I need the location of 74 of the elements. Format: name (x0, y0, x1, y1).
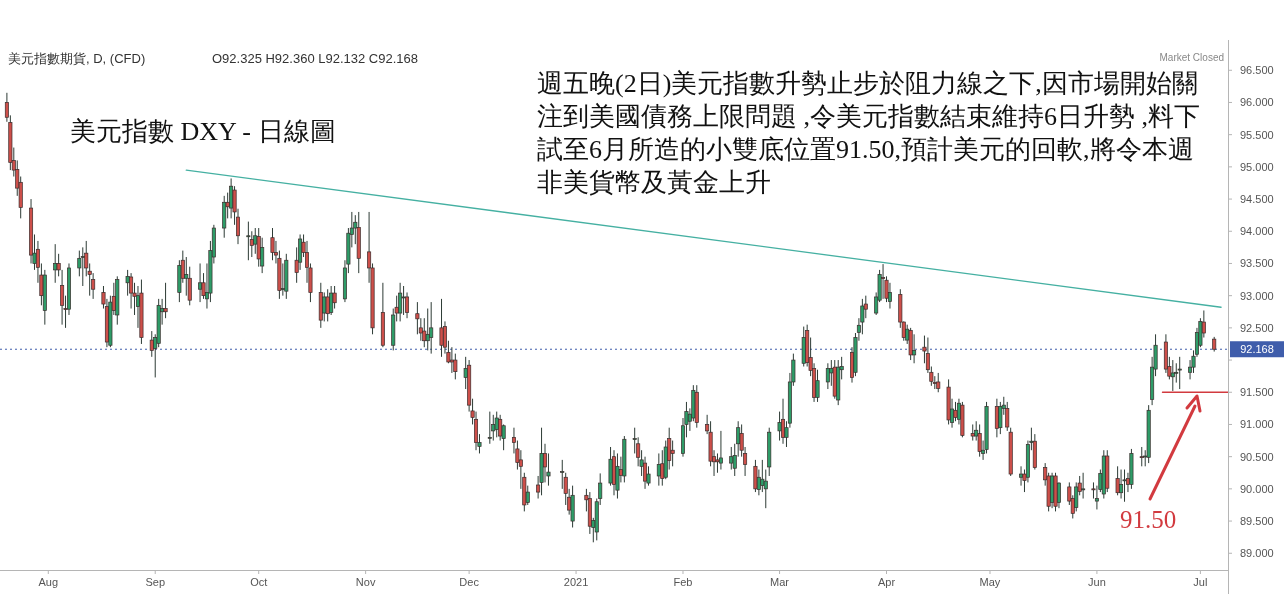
candlestick (332, 285, 337, 310)
candlestick (815, 369, 820, 403)
candlestick (753, 459, 758, 493)
candlestick (881, 263, 886, 300)
candlestick (718, 430, 723, 471)
candlestick (449, 346, 454, 374)
candlestick (715, 452, 720, 474)
y-tick-label: 94.000 (1240, 225, 1274, 238)
x-tick-label: Jun (1088, 576, 1106, 588)
y-tick-label: 93.500 (1240, 257, 1274, 270)
x-tick-label: Jul (1193, 576, 1208, 588)
candlestick (270, 227, 275, 261)
annotation: 美元指數期貨, D, (CFD) (8, 51, 146, 66)
y-tick-label: 96.000 (1240, 96, 1274, 109)
candlestick (125, 269, 130, 297)
candlestick (1119, 469, 1124, 500)
candlestick (325, 288, 330, 322)
y-tick-label: 90.000 (1240, 482, 1274, 495)
y-tick-label: 89.500 (1240, 515, 1274, 528)
x-tick-label: Mar (770, 576, 790, 588)
y-tick-label: 93.000 (1240, 289, 1274, 302)
candlestick (1122, 469, 1127, 503)
x-tick-label: Dec (459, 576, 480, 588)
y-tick-label: 96.500 (1240, 64, 1274, 77)
candlestick (401, 285, 406, 316)
candlestick (912, 333, 917, 364)
candlestick (280, 262, 285, 297)
annotation: 91.50 (1120, 506, 1177, 533)
ref-line-label: 92.168 (1240, 343, 1274, 356)
y-tick-label: 95.500 (1240, 128, 1274, 141)
annotation: Market Closed (1159, 52, 1224, 63)
candlestick (998, 401, 1003, 435)
text: 美元指數 DXY - 日線圖 (70, 117, 336, 146)
candlestick (398, 282, 403, 322)
y-tick-label: 95.000 (1240, 160, 1274, 173)
y-tick-label: 89.000 (1240, 547, 1274, 560)
candlestick (1005, 401, 1010, 432)
y-tick-label: 94.500 (1240, 193, 1274, 206)
x-tick-label: May (979, 576, 1001, 588)
candlestick (429, 301, 434, 355)
candlestick (977, 423, 982, 458)
candlestick (1081, 472, 1086, 500)
y-tick-label: 90.500 (1240, 450, 1274, 463)
candlestick (491, 414, 496, 442)
y-tick-label: 91.000 (1240, 418, 1274, 431)
candlestick (560, 459, 565, 490)
candlestick (615, 452, 620, 500)
candlestick (487, 411, 492, 445)
candlestick (825, 362, 830, 390)
candlestick (439, 298, 444, 358)
candlestick (670, 440, 675, 467)
x-tick-label: Sep (145, 576, 166, 588)
candlestick (1019, 465, 1024, 487)
x-tick-label: Oct (250, 576, 268, 588)
candlestick (246, 221, 251, 261)
x-tick-label: Aug (38, 576, 59, 588)
candlestick (608, 446, 613, 487)
annotation: O92.325 H92.360 L92.132 C92.168 (212, 51, 419, 66)
candlestick (494, 411, 499, 438)
candlestick (543, 443, 547, 483)
x-tick-label: 2021 (563, 576, 589, 588)
x-tick-label: Apr (877, 576, 896, 588)
y-tick-label: 91.500 (1240, 386, 1274, 399)
x-tick-label: Feb (673, 576, 693, 588)
text: 週五晚(2日)美元指數升勢止步於阻力線之下,因市場開始關注到美國債務上限問題 ,令美元指數結束維持6日升勢 ,料下試至6月所造的小雙底位置91.50,預計美元的回軟,將令本週非美貨幣及黃金上升 (537, 69, 1200, 197)
candlestick (1115, 465, 1120, 496)
candlestick (1170, 359, 1175, 392)
y-tick-label: 92.500 (1240, 321, 1274, 334)
candlestick (1177, 356, 1182, 390)
x-tick-label: Nov (355, 576, 376, 588)
candlestick (80, 246, 85, 287)
candlestick (777, 411, 782, 442)
candlestick (953, 401, 958, 422)
candlestick (163, 282, 168, 319)
